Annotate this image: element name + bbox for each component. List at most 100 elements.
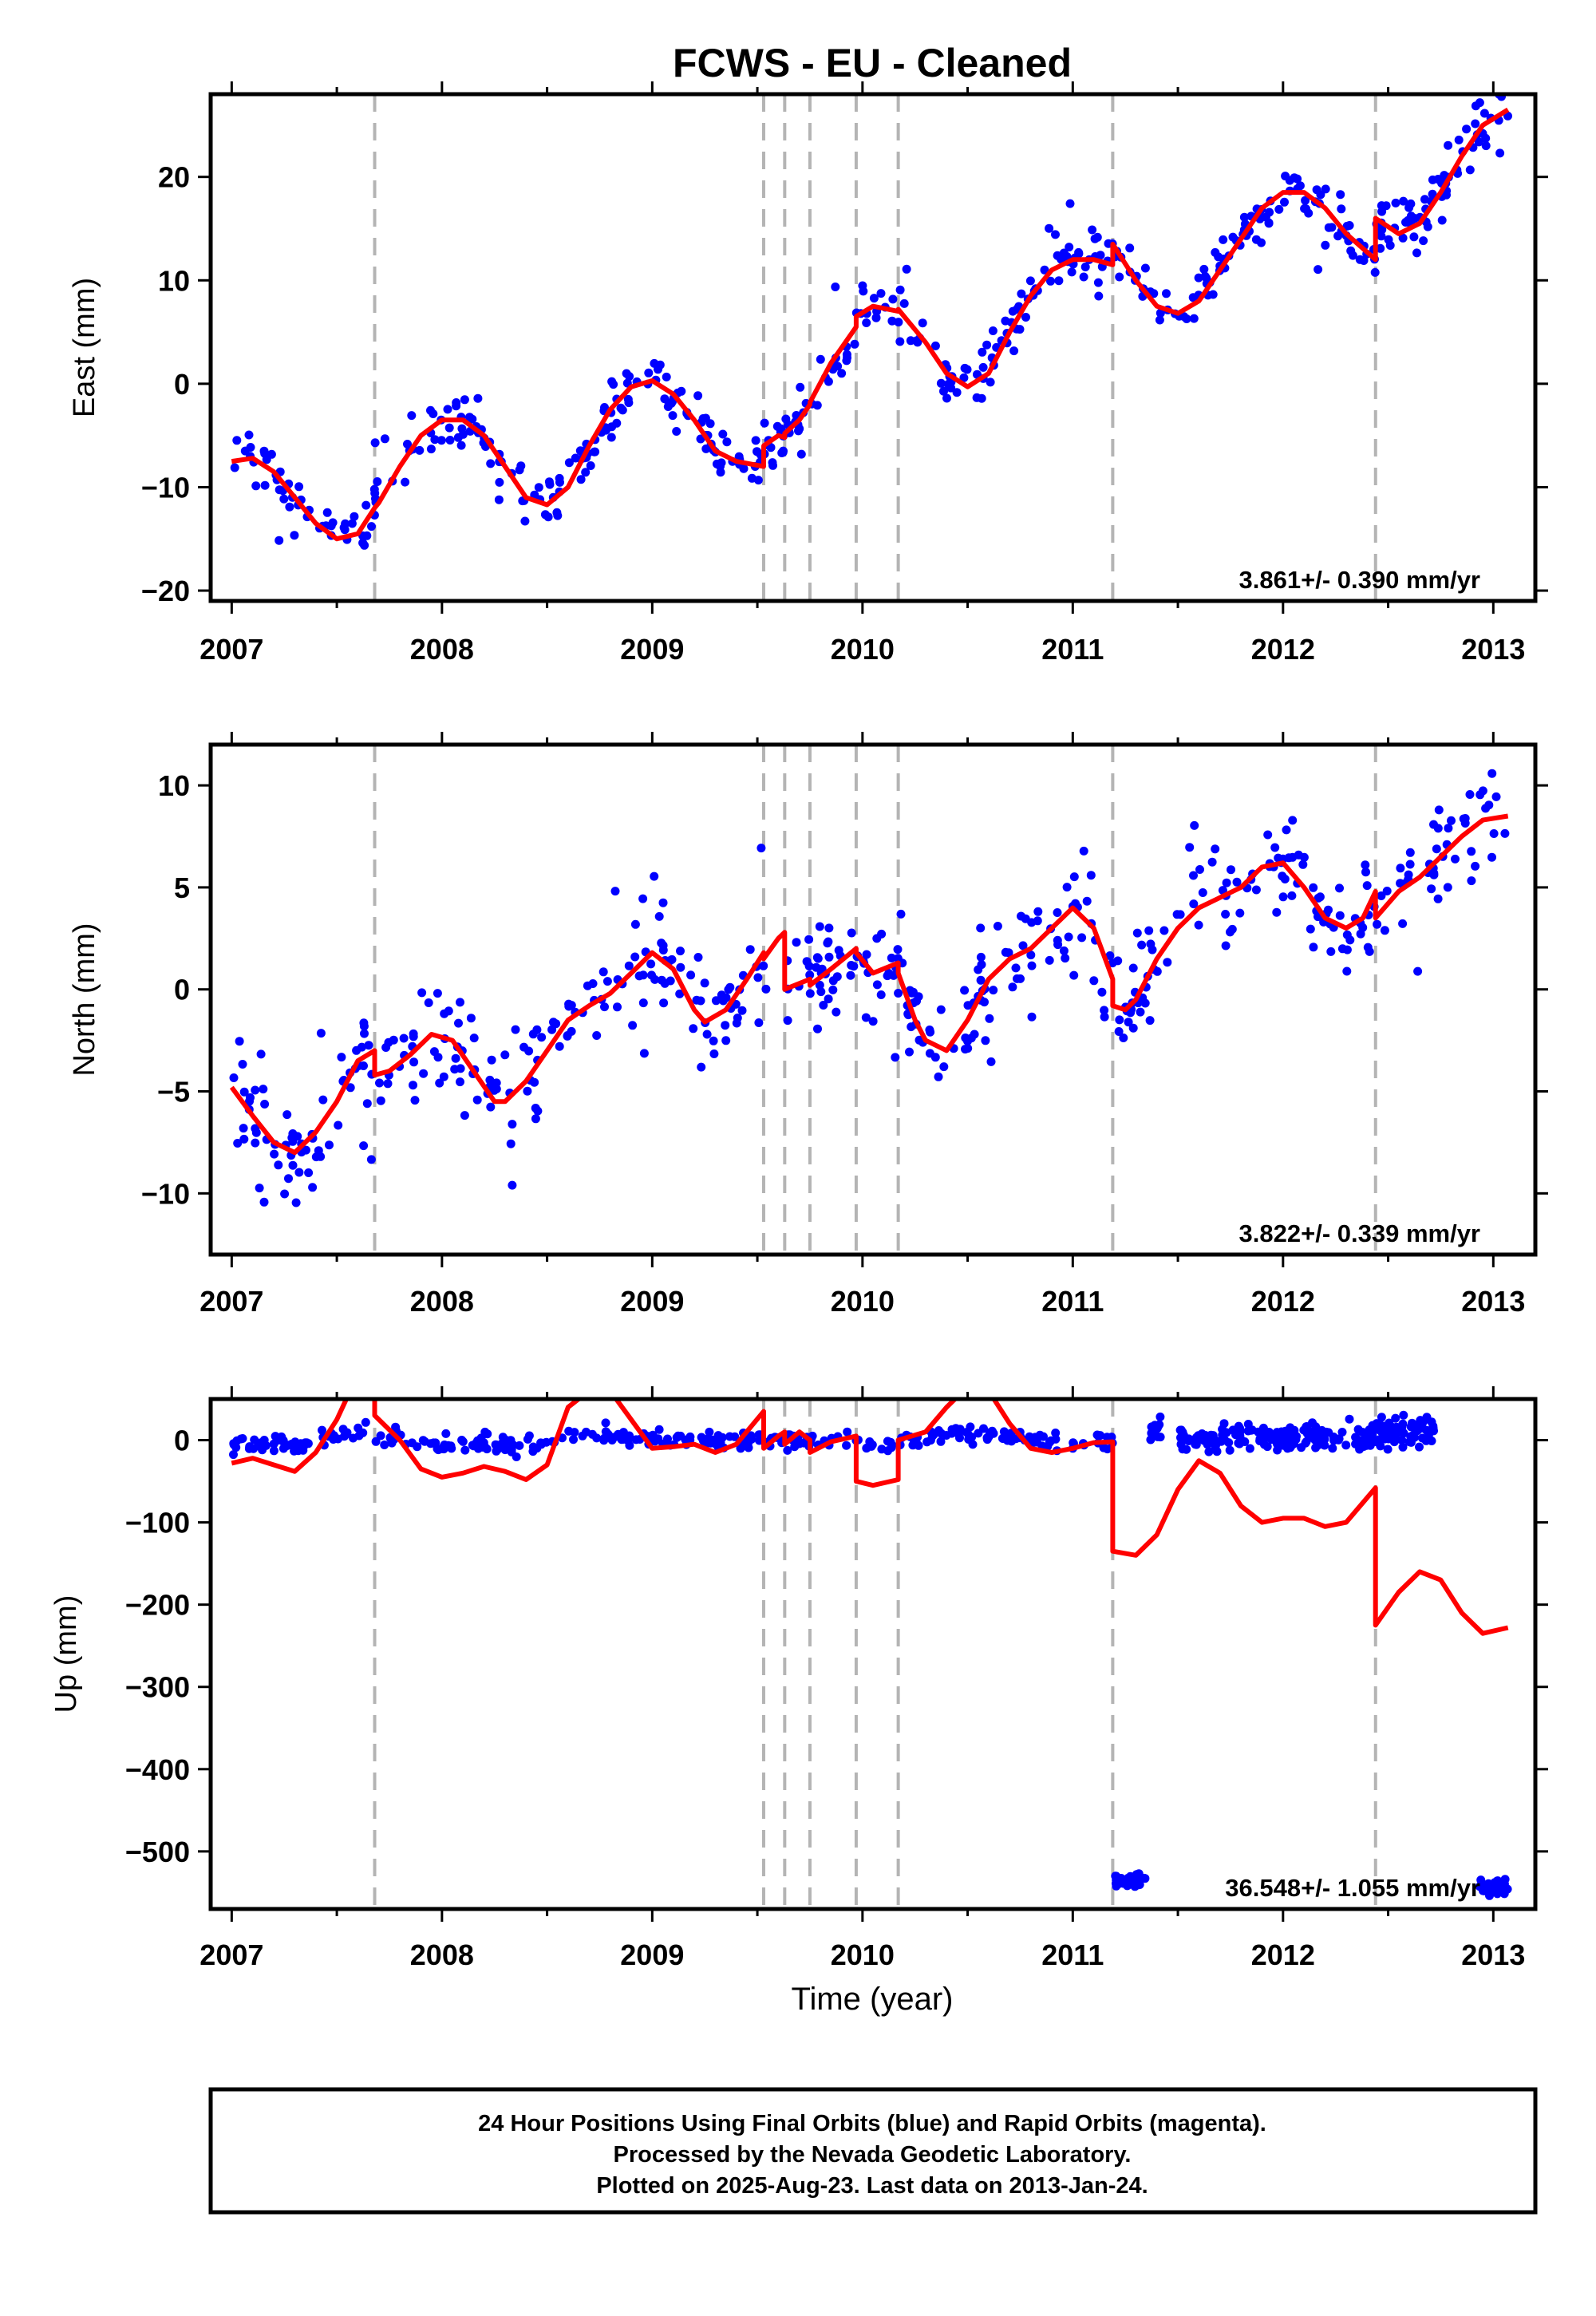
data-point <box>339 523 349 532</box>
data-point <box>1077 933 1087 943</box>
data-points <box>229 769 1510 1207</box>
data-point <box>816 354 825 364</box>
data-point <box>847 928 856 938</box>
x-tick-label: 2007 <box>200 1285 263 1318</box>
data-point <box>380 434 389 444</box>
data-point <box>796 449 806 459</box>
data-point <box>1365 947 1374 956</box>
data-point <box>256 1438 266 1448</box>
data-point <box>631 1435 641 1445</box>
y-tick-label: −5 <box>157 1076 190 1109</box>
data-point <box>888 294 898 304</box>
data-point <box>676 962 685 972</box>
data-point <box>1396 879 1405 888</box>
data-point <box>1385 1418 1394 1428</box>
data-point <box>613 1002 622 1012</box>
data-point <box>804 935 814 944</box>
data-point <box>1114 1027 1124 1036</box>
data-point <box>415 445 425 455</box>
data-point <box>529 1443 539 1452</box>
data-point <box>1231 1430 1240 1440</box>
data-point <box>824 952 834 962</box>
data-point <box>453 433 463 442</box>
data-point <box>1428 1421 1438 1431</box>
data-point <box>1437 215 1447 225</box>
data-point <box>1239 212 1249 222</box>
data-point <box>1162 289 1171 298</box>
data-point <box>1046 276 1055 286</box>
data-point <box>417 988 427 998</box>
data-point <box>889 970 899 980</box>
footer-line-2: Processed by the Nevada Geodetic Laborat… <box>614 2142 1132 2168</box>
x-tick-label: 2012 <box>1251 1939 1315 1971</box>
data-point <box>847 961 856 970</box>
data-point <box>1328 1444 1337 1453</box>
x-tick-label: 2009 <box>620 1939 684 1971</box>
data-point <box>294 1168 304 1177</box>
data-point <box>272 1436 282 1445</box>
data-point <box>576 475 586 484</box>
data-point <box>1061 954 1070 963</box>
data-point <box>1433 894 1443 903</box>
data-point <box>452 401 461 411</box>
data-point <box>1415 1442 1424 1452</box>
data-point <box>1144 926 1154 935</box>
data-point <box>444 1006 453 1016</box>
data-point <box>1177 1436 1187 1445</box>
data-point <box>473 393 483 403</box>
model-line <box>229 813 1509 1156</box>
data-point <box>1033 916 1042 926</box>
data-point <box>1471 861 1480 871</box>
data-point <box>804 962 814 971</box>
footer-box: 24 Hour Positions Using Final Orbits (bl… <box>208 2087 1538 2215</box>
data-point <box>229 1440 239 1449</box>
data-point <box>700 978 709 988</box>
data-point <box>430 1439 439 1448</box>
data-point <box>239 1087 249 1097</box>
data-point <box>718 996 728 1006</box>
data-point <box>380 1441 389 1449</box>
data-point <box>677 386 686 396</box>
data-point <box>813 954 823 963</box>
data-point <box>783 1016 792 1026</box>
data-point <box>753 476 763 485</box>
data-point <box>1103 1445 1112 1454</box>
data-point <box>859 287 868 296</box>
data-point <box>361 1417 370 1427</box>
data-point <box>824 923 834 933</box>
data-point <box>1304 208 1314 218</box>
data-point <box>1447 816 1456 825</box>
data-point <box>1069 872 1079 882</box>
data-point <box>834 946 843 955</box>
data-point <box>736 1444 745 1453</box>
data-point <box>1485 1891 1494 1900</box>
data-point <box>663 402 673 411</box>
data-point <box>672 427 681 436</box>
data-point <box>1090 234 1100 243</box>
data-point <box>1113 956 1123 966</box>
data-point <box>872 980 882 990</box>
data-point <box>1227 865 1235 875</box>
data-point <box>887 953 896 962</box>
data-point <box>375 1078 384 1088</box>
data-point <box>359 1141 369 1151</box>
data-point <box>260 1100 270 1109</box>
data-point <box>1235 908 1245 918</box>
data-point <box>711 996 721 1006</box>
data-point <box>1218 1425 1227 1434</box>
data-point <box>1125 1879 1135 1889</box>
data-point <box>1476 790 1485 800</box>
y-tick-label: 0 <box>174 368 190 401</box>
data-point <box>702 1030 712 1039</box>
data-point <box>1418 1424 1428 1433</box>
data-point <box>913 338 922 347</box>
data-point <box>606 433 616 442</box>
data-point <box>1246 1425 1256 1435</box>
data-point <box>500 1050 510 1060</box>
data-point <box>1427 884 1436 894</box>
data-point <box>1370 267 1380 277</box>
data-point <box>1115 1015 1124 1025</box>
data-point <box>1257 238 1266 247</box>
data-point <box>285 502 294 512</box>
data-point <box>298 1445 308 1455</box>
